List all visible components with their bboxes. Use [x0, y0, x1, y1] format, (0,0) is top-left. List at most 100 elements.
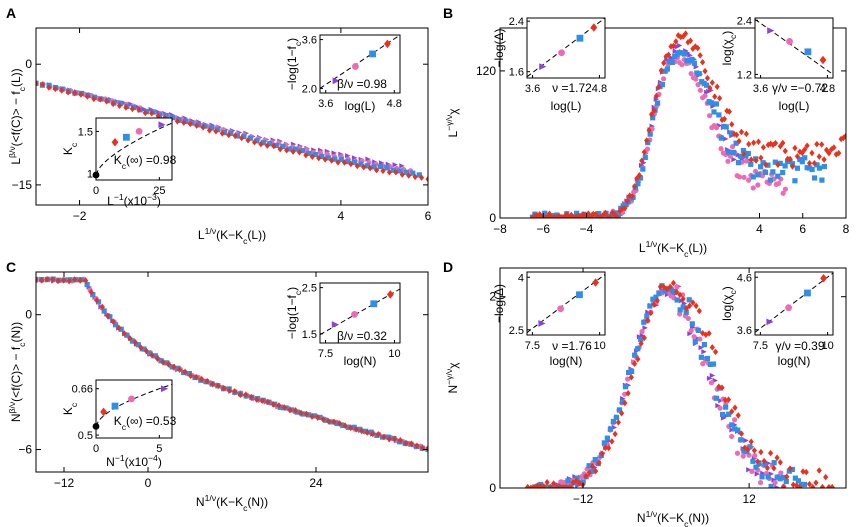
data-point-l4 [648, 111, 655, 118]
data-point-n3 [671, 289, 677, 295]
data-point-l4 [636, 172, 642, 179]
inset-y-tick-label: 1 [87, 168, 93, 180]
data-point-n3 [674, 297, 680, 303]
data-point-l4 [811, 160, 818, 167]
x-tick-label: 12 [742, 492, 756, 506]
data-point-n2 [677, 311, 683, 317]
data-point-n3 [107, 314, 113, 320]
data-point-l4 [787, 155, 793, 163]
inset-x-tick-label: 0 [93, 443, 99, 455]
data-point-n2 [688, 327, 694, 334]
data-point-l3 [811, 175, 818, 181]
data-point-n3 [762, 462, 768, 468]
data-point-l4 [583, 213, 589, 218]
data-point-n3 [385, 434, 391, 440]
data-point-l4 [653, 92, 660, 100]
data-point-l4 [760, 144, 766, 151]
inset-point [804, 289, 811, 297]
data-point-n1 [743, 437, 749, 444]
data-point-n3 [732, 426, 738, 432]
data-point-n3 [619, 399, 626, 405]
data-point-n4 [706, 330, 712, 337]
data-point-l4 [644, 137, 650, 144]
data-point-n3 [586, 463, 592, 469]
data-point-n4 [631, 360, 638, 367]
data-point-l4 [200, 124, 206, 131]
inset-point [557, 305, 565, 313]
data-point-n3 [635, 346, 641, 352]
data-point-n3 [84, 281, 90, 288]
x-axis-label: L1/ν(K−Kc(L)) [198, 226, 266, 246]
data-point-n3 [118, 326, 124, 332]
data-point-l4 [843, 132, 846, 139]
x-axis-label: L1/ν(K−Kc(L)) [639, 239, 707, 259]
data-point-n4 [768, 449, 774, 457]
x-tick-label: 4 [756, 222, 763, 236]
data-point-l3 [704, 82, 710, 88]
data-point-l3 [215, 127, 221, 133]
data-point-l4 [399, 171, 405, 178]
data-point-n3 [801, 481, 808, 488]
data-point-n4 [248, 393, 254, 401]
data-point-l4 [303, 151, 309, 159]
data-point-n4 [72, 276, 78, 283]
data-point-l3 [260, 140, 266, 146]
inset-annotation: β/ν =0.32 [337, 329, 387, 343]
data-point-n4 [127, 335, 133, 342]
data-point-n4 [38, 277, 45, 284]
plot-frame [35, 27, 429, 206]
fit-line [95, 122, 173, 176]
inset-point [111, 138, 119, 147]
inset-point [767, 27, 775, 35]
data-point-n4 [800, 468, 806, 475]
inset-y-label: log(χc) [720, 31, 738, 66]
data-point-n4 [661, 283, 667, 291]
inset-point [352, 63, 359, 70]
data-point-n4 [696, 307, 702, 315]
data-point-n4 [829, 483, 835, 488]
data-point-l4 [714, 83, 720, 90]
data-point-l3 [681, 51, 688, 57]
data-point-l1 [392, 162, 398, 168]
data-point-l4 [245, 137, 251, 144]
data-point-l3 [635, 181, 641, 187]
data-point-l4 [52, 85, 58, 93]
data-point-n4 [309, 413, 315, 420]
data-point-n3 [357, 426, 363, 432]
data-point-l3 [345, 159, 351, 165]
data-point-l3 [750, 174, 756, 180]
data-point-l4 [36, 80, 39, 87]
data-point-n4 [593, 467, 599, 475]
data-point-n3 [786, 468, 792, 474]
inset-frame [95, 379, 173, 439]
data-point-l3 [723, 124, 729, 130]
data-point-n4 [121, 330, 127, 337]
data-point-l4 [187, 120, 193, 128]
data-point-n4 [683, 305, 689, 312]
data-point-n4 [625, 389, 631, 397]
data-point-n4 [298, 409, 304, 417]
data-point-n4 [803, 468, 809, 476]
data-point-l3 [689, 56, 695, 63]
data-point-n4 [644, 317, 651, 324]
data-point-l3 [390, 167, 396, 173]
data-point-l4 [380, 167, 386, 175]
data-point-n4 [270, 401, 277, 408]
data-point-l4 [707, 84, 713, 92]
data-point-n3 [780, 474, 786, 481]
data-point-l2 [725, 158, 731, 164]
data-point-n4 [66, 277, 72, 285]
inset-y-tick-label: 4.6 [737, 272, 752, 284]
data-point-l3 [306, 150, 312, 156]
data-point-l4 [335, 159, 341, 166]
data-point-l4 [607, 213, 613, 218]
data-point-n3 [306, 412, 312, 418]
data-point-l4 [799, 149, 805, 157]
data-point-l1 [128, 101, 134, 107]
inset-annotation: γ/ν =0.39 [775, 339, 824, 353]
data-point-l4 [702, 67, 708, 75]
data-point-n3 [713, 395, 720, 401]
inset-y-tick-label: 3.6 [737, 325, 752, 337]
y-axis-label: Nβ/ν(<f(C)> − fc(N)) [7, 322, 27, 422]
data-point-n2 [740, 453, 746, 459]
